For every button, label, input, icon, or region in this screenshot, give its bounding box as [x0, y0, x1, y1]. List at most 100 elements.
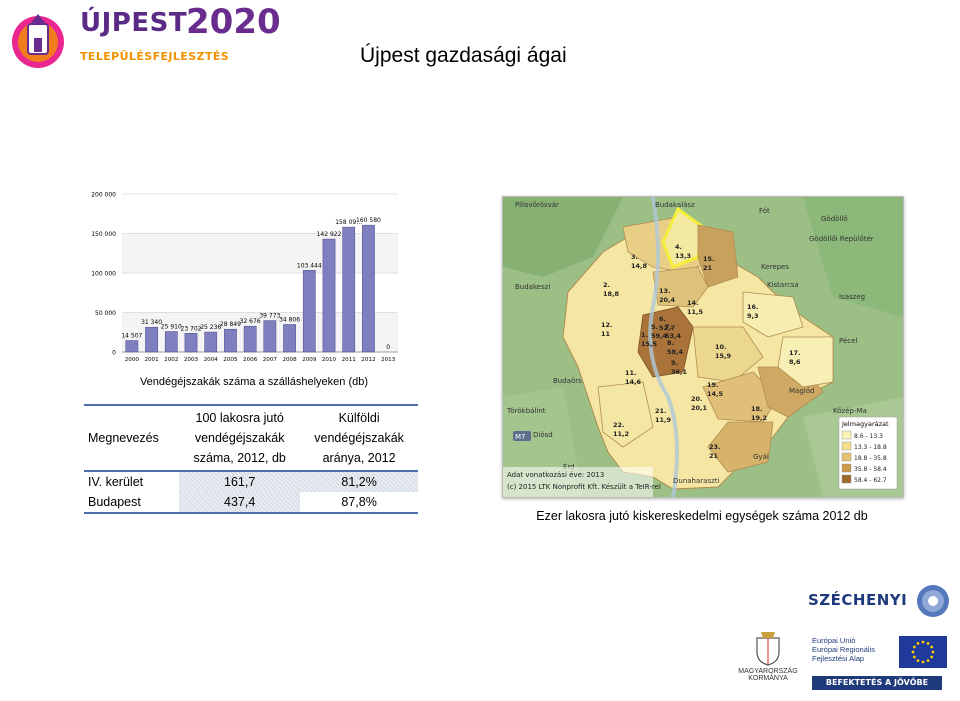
x-tick-label: 2003	[184, 357, 199, 363]
district-value: 53,4	[665, 332, 682, 340]
map-district-labels: 1.15,5 2.18,8 3.14,8 4.13,3 5.59,4 6.52,77.53…	[601, 243, 801, 460]
district-value: 9,3	[747, 312, 759, 320]
data-label: 39 773	[259, 313, 280, 320]
legend-swatch	[841, 474, 852, 484]
eu-star	[930, 655, 934, 659]
eu-line: Európai Regionális	[812, 645, 875, 654]
district-number: 1.	[641, 331, 648, 339]
district-value: 52,7	[659, 324, 675, 332]
eu-star	[916, 659, 920, 663]
district-number: 9.	[671, 359, 678, 367]
place-name: Pécel	[839, 337, 857, 345]
data-label: 158 09…	[335, 219, 362, 226]
szechenyi-2020-badge-icon	[916, 585, 949, 617]
district-number: 19.	[707, 381, 719, 389]
eu-erdf-logo: Európai Unió Európai Regionális Fejleszt…	[812, 636, 947, 668]
data-label: 28 849	[220, 321, 241, 328]
page-title: Újpest gazdasági ágai	[360, 44, 567, 67]
place-name: Budakeszi	[515, 283, 550, 291]
row-name: Budapest	[88, 495, 141, 509]
row-value-foreign-share: 87,8%	[341, 495, 377, 509]
logo-word-2020: 2020	[186, 2, 281, 42]
district-number: 6.	[659, 315, 666, 323]
district-number: 18.	[751, 405, 763, 413]
data-label: 32 676	[240, 318, 261, 325]
data-label: 160 580	[356, 217, 381, 224]
eu-star	[930, 645, 934, 649]
data-label: 142 922	[317, 231, 342, 238]
map-copyright: (c) 2015 LTK Nonprofit Kft. Készült a Te…	[507, 483, 661, 491]
grid-band	[122, 194, 398, 234]
eu-star	[931, 650, 935, 654]
data-label: 34 806	[279, 317, 300, 324]
district-value: 19,2	[751, 414, 767, 422]
district-number: 4.	[675, 243, 682, 251]
place-name: Gyál	[753, 453, 769, 461]
bar	[362, 224, 375, 353]
place-name: Budakalász	[655, 201, 695, 209]
district-number: 5.	[651, 323, 658, 331]
district-value: 21	[709, 452, 719, 460]
y-tick-label: 100 000	[91, 271, 116, 278]
x-tick-label: 2011	[342, 357, 357, 363]
bar	[342, 226, 356, 353]
district-value: 8,6	[789, 358, 801, 366]
x-tick-label: 2008	[282, 357, 297, 363]
place-name: Dunaharaszti	[673, 477, 720, 485]
header-line: 100 lakosra jutó	[195, 411, 284, 425]
map-canvas: 1.15,5 2.18,8 3.14,8 4.13,3 5.59,4 6.52,77.53…	[503, 197, 903, 497]
place-name: Diósd	[533, 431, 553, 439]
eu-banner: BEFEKTETÉS A JÖVŐBE	[812, 676, 942, 690]
place-name: Pilisvörösvár	[515, 201, 559, 209]
district-value: 20,1	[691, 404, 708, 412]
table-row: IV. kerület 161,7 81,2%	[84, 471, 418, 492]
ujpest-2020-logo: ÚJPEST 2020 TELEPÜLÉSFEJLESZTÉS	[8, 2, 281, 76]
legend-label: 18.8 - 35.8	[854, 455, 887, 462]
place-name: Isaszeg	[839, 293, 865, 301]
header-line: Külföldi	[338, 411, 380, 425]
data-label: 31 340	[141, 319, 162, 326]
district-value: 59,4	[651, 332, 668, 340]
bar	[204, 331, 218, 353]
x-tick-label: 2005	[223, 357, 238, 363]
district-value: 20,4	[659, 296, 676, 304]
header-line: vendégéjszakák	[194, 431, 285, 445]
data-label: 0	[386, 344, 390, 351]
place-name: Törökbálint	[506, 407, 546, 415]
district-number: 23.	[709, 443, 721, 451]
map-place-names: Pilisvörösvár Budakalász Fót Gödöllő Gödöllő…	[506, 201, 874, 485]
hungarian-government-logo: MAGYARORSZÁG KORMÁNYA	[738, 632, 798, 682]
district-number: 20.	[691, 395, 703, 403]
data-label: 25 910	[161, 324, 182, 331]
grid-band	[122, 273, 398, 313]
district-value: 15,9	[715, 352, 732, 360]
gov-line-1: MAGYARORSZÁG	[738, 668, 798, 675]
row-value-per-100: 437,4	[179, 492, 301, 513]
place-name: Budaörs	[553, 377, 582, 385]
place-name: Gödöllő	[821, 214, 848, 223]
y-tick-label: 200 000	[91, 192, 116, 199]
column-header-foreign-share: Külföldi vendégéjszakák aránya, 2012	[300, 405, 418, 471]
city-crest-icon	[12, 14, 64, 68]
legend-swatch	[841, 441, 852, 451]
y-tick-label: 50 000	[95, 310, 116, 317]
eu-star	[912, 655, 916, 659]
eu-star	[921, 640, 925, 644]
district-value: 11,9	[655, 416, 672, 424]
district-number: 15.	[703, 255, 715, 263]
place-name: Kistarcsa	[767, 281, 799, 289]
legend-label: 13.3 - 18.8	[854, 444, 887, 451]
x-tick-label: 2001	[144, 357, 159, 363]
x-tick-label: 2000	[125, 357, 140, 363]
table-header-row: Megnevezés 100 lakosra jutó vendégéjszak…	[84, 405, 418, 471]
legend-swatch	[841, 452, 852, 462]
legend-label: 35.8 - 58.4	[854, 466, 887, 473]
eu-star	[926, 659, 930, 663]
bar	[145, 326, 158, 353]
place-name: Fót	[759, 207, 770, 215]
bar	[322, 238, 336, 353]
district-number: 11.	[625, 369, 637, 377]
header-line: aránya, 2012	[322, 451, 396, 465]
bar	[302, 270, 316, 353]
